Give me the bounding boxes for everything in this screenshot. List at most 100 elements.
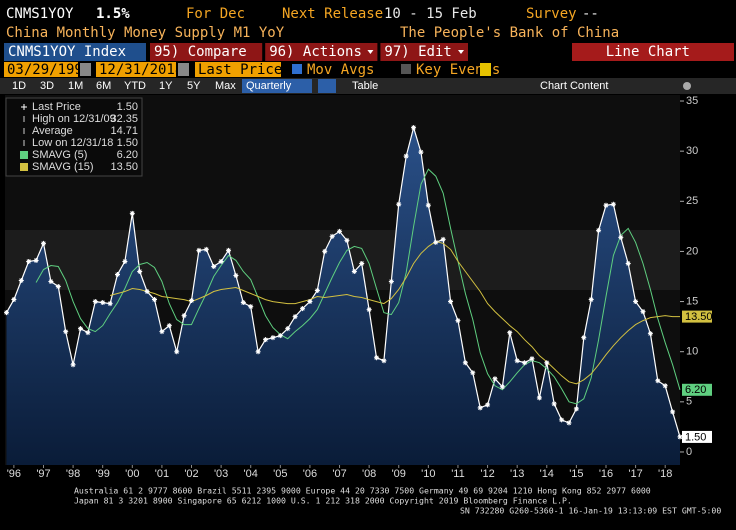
legend-label: High on 12/31/09 (32, 113, 116, 125)
x-tick-label: '14 (540, 468, 554, 480)
mov-avgs-checkbox[interactable] (292, 64, 302, 74)
point-marker (566, 420, 572, 426)
point-marker (33, 257, 39, 263)
chart-type-icon[interactable] (318, 79, 336, 93)
point-marker (677, 434, 683, 440)
survey-label: Survey (526, 6, 577, 22)
point-marker (499, 384, 505, 390)
point-marker (322, 248, 328, 254)
legend-swatch (20, 151, 28, 159)
point-marker (26, 258, 32, 264)
range-button[interactable]: YTD (124, 80, 146, 92)
point-marker (359, 260, 365, 266)
x-tick-label: '96 (7, 468, 21, 480)
button[interactable] (265, 43, 378, 61)
description: China Monthly Money Supply M1 YoY (6, 25, 285, 41)
range-button[interactable]: 6M (96, 80, 111, 92)
point-marker (159, 329, 165, 335)
last-value-tag (682, 383, 712, 396)
legend-label: Last Price (32, 101, 81, 113)
point-marker (63, 329, 69, 335)
view: Line Chart (606, 44, 690, 60)
legend-swatch (21, 104, 27, 110)
view-box[interactable] (572, 43, 734, 61)
point-marker (85, 330, 91, 336)
end-date: 12/31/2018 (99, 62, 183, 78)
point-marker (647, 331, 653, 337)
x-tick-label: '99 (96, 468, 110, 480)
y-tick-label: 25 (686, 195, 698, 207)
range-button[interactable]: 1Y (159, 80, 173, 92)
point-marker (18, 278, 24, 284)
point-marker (655, 378, 661, 384)
point-marker (277, 333, 283, 339)
start-date-box[interactable] (4, 62, 78, 77)
point-marker (559, 417, 565, 423)
range-button[interactable]: 3D (40, 80, 54, 92)
legend-swatch (20, 163, 28, 171)
point-marker (248, 304, 254, 310)
button[interactable] (380, 43, 468, 61)
security-box[interactable] (4, 43, 146, 61)
key-events-checkbox[interactable] (401, 64, 411, 74)
x-tick-label: '13 (510, 468, 524, 480)
field: Last Price (198, 62, 282, 78)
point-marker (551, 401, 557, 407)
button-label: 97) Edit (384, 44, 451, 60)
legend-label: SMAVG (5) (32, 149, 87, 161)
field-box[interactable] (195, 62, 281, 77)
point-marker (522, 360, 528, 366)
point-marker (640, 309, 646, 315)
point-marker (285, 326, 291, 332)
point-marker (174, 349, 180, 355)
gear-icon[interactable] (683, 82, 691, 90)
y-tick-label: 5 (686, 396, 692, 408)
point-marker (425, 202, 431, 208)
calendar-icon[interactable] (178, 63, 189, 76)
end-date-box[interactable] (96, 62, 176, 77)
point-marker (314, 288, 320, 294)
point-marker (77, 326, 83, 332)
point-marker (122, 258, 128, 264)
survey: -- (582, 6, 599, 22)
last-value-tag (682, 310, 712, 323)
x-tick-label: '09 (392, 468, 406, 480)
point-marker (485, 402, 491, 408)
frequency-box[interactable] (242, 79, 312, 93)
x-tick-label: '00 (125, 468, 139, 480)
chart-content[interactable]: Chart Content (540, 80, 608, 92)
point-marker (203, 246, 209, 252)
legend-value: 1.50 (117, 101, 138, 113)
legend-value: 1.50 (117, 137, 138, 149)
point-marker (618, 234, 624, 240)
info-icon[interactable] (480, 63, 491, 76)
x-tick-label: '04 (244, 468, 258, 480)
range-button[interactable]: 1D (12, 80, 26, 92)
point-marker (226, 247, 232, 253)
button-label: 96) Actions (269, 44, 362, 60)
legend-value: 14.71 (110, 125, 138, 137)
range-button[interactable]: 5Y (187, 80, 201, 92)
point-marker (270, 335, 276, 341)
last-value: 1.5% (96, 6, 130, 22)
x-tick-label: '08 (362, 468, 376, 480)
dropdown-arrow (458, 50, 464, 54)
point-marker (536, 395, 542, 401)
calendar-icon[interactable] (80, 63, 91, 76)
point-marker (396, 201, 402, 207)
table: Table (352, 80, 378, 92)
point-marker (381, 358, 387, 364)
point-marker (115, 271, 120, 277)
security: CNMS1YOY Index (8, 44, 126, 60)
footer-line: Australia 61 2 9777 8600 Brazil 5511 239… (74, 486, 651, 496)
legend-box (5, 97, 143, 177)
point-marker (152, 297, 158, 303)
last-value-label: 1.50 (685, 431, 706, 443)
range-button[interactable]: 1M (68, 80, 83, 92)
range-button[interactable]: Max (215, 80, 236, 92)
button[interactable] (150, 43, 263, 61)
x-tick-label: '17 (628, 468, 642, 480)
footer-line: Japan 81 3 3201 8900 Singapore 65 6212 1… (74, 496, 572, 506)
last-value-label: 6.20 (685, 384, 706, 396)
period: For Dec (186, 6, 245, 22)
